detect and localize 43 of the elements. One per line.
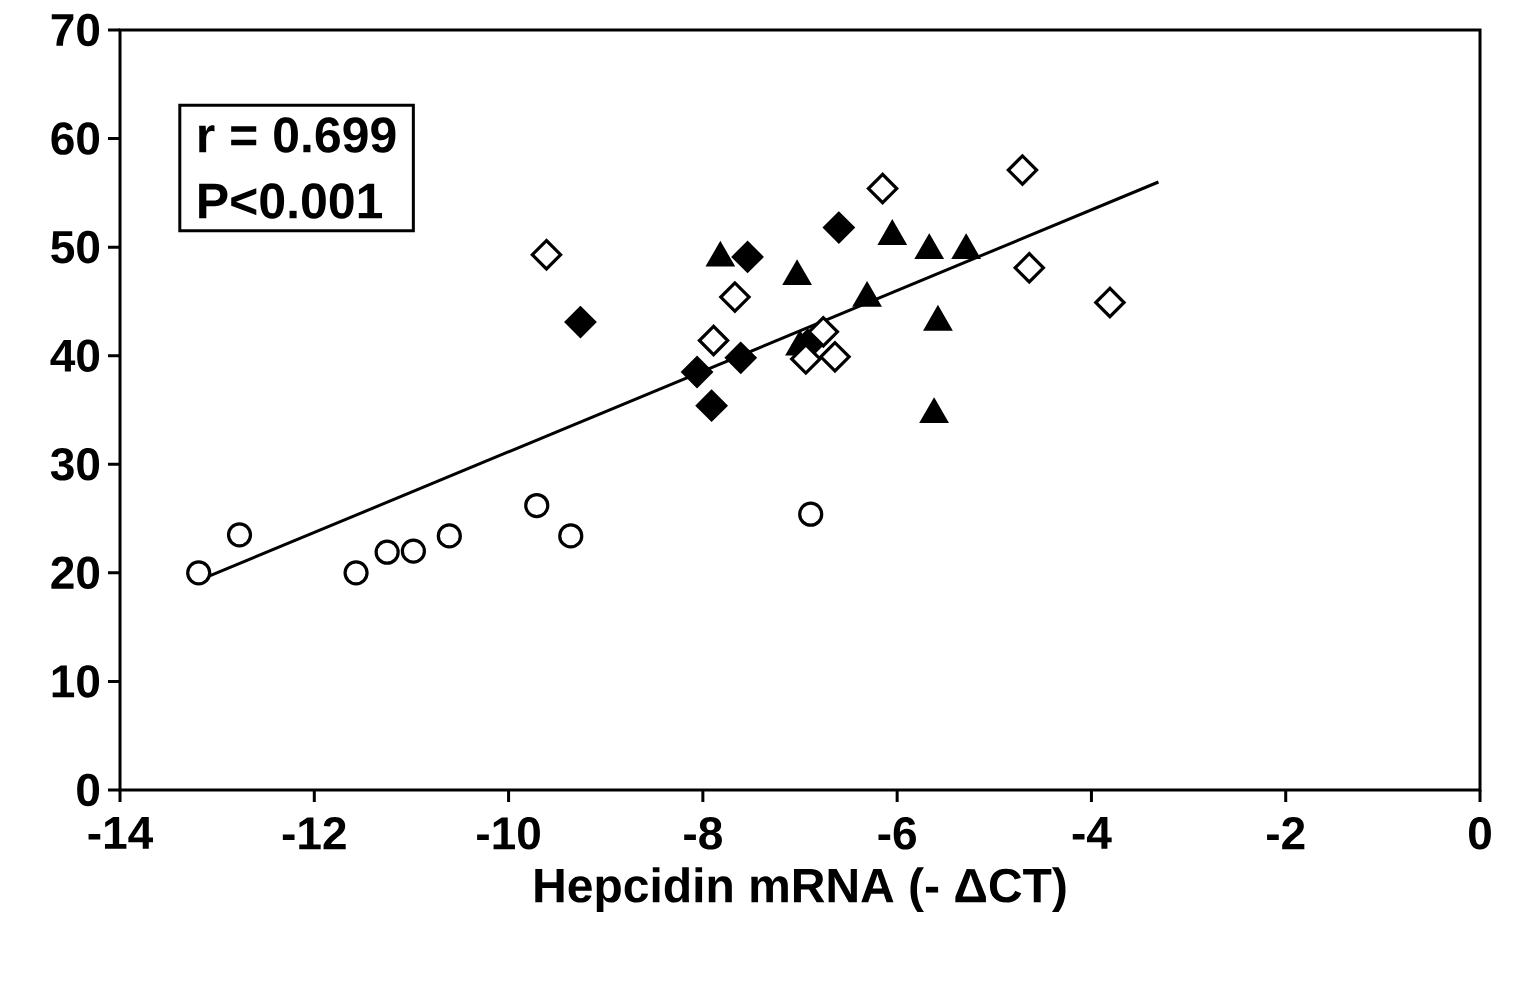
point [343, 560, 369, 586]
point [564, 306, 597, 338]
point [530, 238, 563, 271]
point [798, 501, 824, 527]
point [823, 211, 855, 244]
y-tick-label: 30 [50, 447, 100, 481]
point [697, 324, 730, 357]
point [695, 389, 728, 422]
point [1094, 286, 1126, 319]
x-tick-label: -8 [684, 817, 722, 850]
point [524, 492, 550, 519]
point [866, 172, 899, 205]
y-tick-label: 70 [51, 13, 100, 47]
x-tick-label: -6 [878, 817, 916, 850]
point [400, 538, 426, 564]
point [436, 523, 462, 549]
point [719, 281, 751, 313]
point [681, 356, 713, 388]
point [725, 342, 757, 374]
point [558, 523, 584, 549]
point [186, 560, 212, 586]
x-tick-label: -10 [477, 817, 540, 850]
x-tick-label: 0 [1469, 817, 1491, 850]
x-tick-label: -12 [282, 817, 346, 850]
annotation: r = 0.699 [199, 117, 396, 153]
point [1006, 154, 1039, 186]
point [374, 539, 400, 565]
y-tick-label: 50 [51, 230, 100, 264]
y-tick-label: 20 [51, 556, 100, 590]
point [1013, 252, 1046, 284]
point [819, 341, 851, 373]
annotation: P<0.001 [199, 183, 383, 219]
x-tick-label: -4 [1072, 817, 1112, 849]
x-tick-label: -14 [88, 817, 154, 849]
point [807, 316, 840, 348]
y-tick-label: 0 [77, 773, 100, 807]
y-tick-label: 60 [51, 122, 100, 155]
y-tick-label: 10 [52, 665, 100, 698]
y-tick-label: 40 [50, 339, 100, 372]
x-tick-label: -2 [1267, 817, 1305, 850]
point [226, 522, 253, 548]
x-axis-title: Hepcidin mRNA (- ΔCT) [535, 867, 1066, 913]
point [731, 241, 764, 273]
